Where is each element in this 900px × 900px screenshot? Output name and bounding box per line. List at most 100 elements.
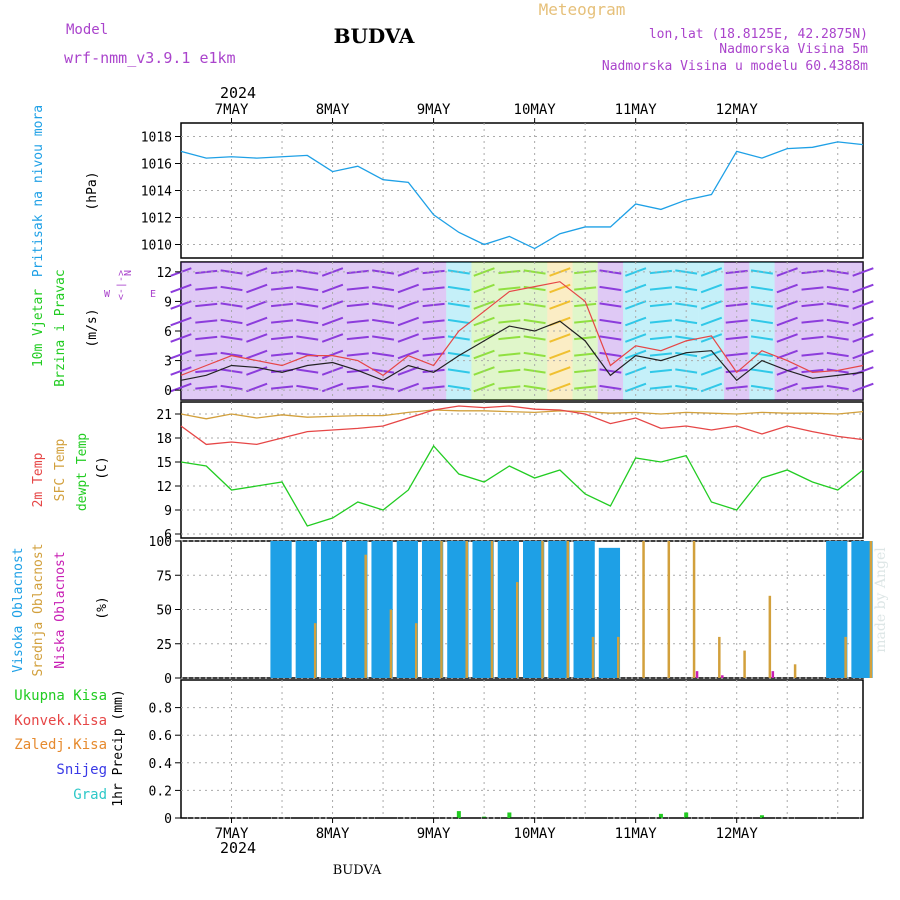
cloud-bar xyxy=(447,541,469,678)
cloud-bar xyxy=(396,541,418,678)
wind-arrow xyxy=(725,269,748,275)
x-tick-label-top: 12MAY xyxy=(716,102,759,118)
y-tick-label: 21 xyxy=(156,408,172,423)
wind-arrow xyxy=(574,335,597,341)
wind-arrow xyxy=(246,349,268,360)
wind-speed-band xyxy=(825,262,851,400)
wind-arrow xyxy=(852,267,874,277)
pressure-line xyxy=(180,141,864,250)
wind-arrow xyxy=(599,384,622,391)
temp-unit: (C) xyxy=(95,456,110,479)
precip-bar xyxy=(684,812,689,818)
wind-arrow xyxy=(549,283,571,294)
wind-arrow xyxy=(826,285,849,292)
y-tick-label: 9 xyxy=(164,295,172,310)
wind-arrow xyxy=(523,285,546,292)
wind-arrow xyxy=(750,368,773,374)
wind-arrow xyxy=(599,318,622,325)
wind-arrow xyxy=(447,368,470,374)
wind-arrow xyxy=(750,384,773,391)
wind-arrow xyxy=(346,302,369,308)
wind-arrow xyxy=(498,352,521,357)
wind-arrow xyxy=(649,319,672,324)
wind-arrow xyxy=(397,283,420,294)
temp-ylabel-sfc: SFC Temp xyxy=(53,439,68,502)
model-label: Model xyxy=(66,22,108,38)
model-name: wrf-nmm_v3.9.1 e1km xyxy=(64,49,236,67)
temp-ylabel-dew: dewpt Temp xyxy=(75,433,90,511)
wind-arrow xyxy=(296,285,319,292)
wind-arrow xyxy=(447,302,470,308)
cloud-bar xyxy=(642,541,645,678)
y-tick-label: 50 xyxy=(156,604,172,619)
wind-arrow xyxy=(270,385,294,390)
wind-arrow xyxy=(801,385,824,390)
wind-arrow xyxy=(649,368,672,374)
wind-speed-band xyxy=(648,262,674,400)
wind-arrow xyxy=(296,384,319,391)
y-tick-label: 3 xyxy=(164,355,172,370)
cloud-bar xyxy=(573,541,595,678)
wind-arrow xyxy=(195,368,218,374)
year-top: 2024 xyxy=(220,84,256,102)
wind-arrow xyxy=(270,286,294,291)
wind-arrow xyxy=(270,319,294,324)
wind-arrow xyxy=(826,335,849,341)
cloud-bar xyxy=(851,541,873,678)
temp-ylabel-2m: 2m Temp xyxy=(31,452,46,507)
cloud-bar xyxy=(523,541,545,678)
wind-arrow xyxy=(195,385,218,390)
wind-arrow xyxy=(321,333,344,343)
cloud-ylabel-mid: Srednja Oblacnost xyxy=(31,543,46,676)
wind-arrow xyxy=(473,349,495,360)
wind-arrow xyxy=(599,335,622,341)
wind-arrow xyxy=(826,351,849,358)
wind-arrow xyxy=(447,318,470,325)
wind-arrow xyxy=(700,349,723,360)
wind-arrow xyxy=(549,333,571,343)
wind-arrow xyxy=(346,385,369,390)
wind-arrow xyxy=(372,351,395,358)
cloud-bar xyxy=(364,554,367,678)
wind-speed-band xyxy=(345,262,371,400)
panel-frame xyxy=(180,679,864,819)
wind-arrow xyxy=(801,335,824,341)
wind-arrow xyxy=(473,333,495,343)
wind-arrow xyxy=(700,300,723,310)
cloud-bar xyxy=(695,671,699,678)
wind-arrow xyxy=(372,318,395,325)
wind-arrow xyxy=(700,283,723,294)
wind-arrow xyxy=(549,366,571,376)
wind-arrow xyxy=(170,382,192,393)
precip-legend-3: Snijeg xyxy=(56,762,107,778)
dewpoint-line xyxy=(180,444,864,527)
cloud-bar xyxy=(389,609,393,678)
wind-arrow xyxy=(852,283,874,294)
cloud-unit: (%) xyxy=(95,596,110,619)
cloud-bar xyxy=(516,582,519,678)
wind-arrow xyxy=(372,335,395,341)
precip-bar xyxy=(658,813,663,818)
wind-arrow xyxy=(397,349,420,360)
wind-arrow xyxy=(397,382,420,393)
wind-arrow xyxy=(270,269,294,275)
wind-arrow xyxy=(372,269,395,275)
svg-text:E: E xyxy=(150,289,156,300)
wind-arrow xyxy=(246,267,268,277)
wind-arrow xyxy=(549,349,571,360)
wind-arrow xyxy=(649,385,672,390)
wind-arrow xyxy=(624,283,647,294)
cloud-bar xyxy=(472,541,494,678)
wind-arrow xyxy=(750,302,773,308)
wind-arrow xyxy=(675,384,698,391)
wind-arrow xyxy=(776,333,798,343)
footer-station: BUDVA xyxy=(333,863,382,878)
cloud-bar xyxy=(548,541,570,678)
wind-arrow xyxy=(246,283,268,294)
wind-arrow xyxy=(624,267,647,277)
wind-arrow xyxy=(801,286,824,291)
wind-arrow xyxy=(750,335,773,341)
precip-legend-0: Ukupna Kisa xyxy=(14,688,107,704)
cloud-bar xyxy=(598,547,621,678)
